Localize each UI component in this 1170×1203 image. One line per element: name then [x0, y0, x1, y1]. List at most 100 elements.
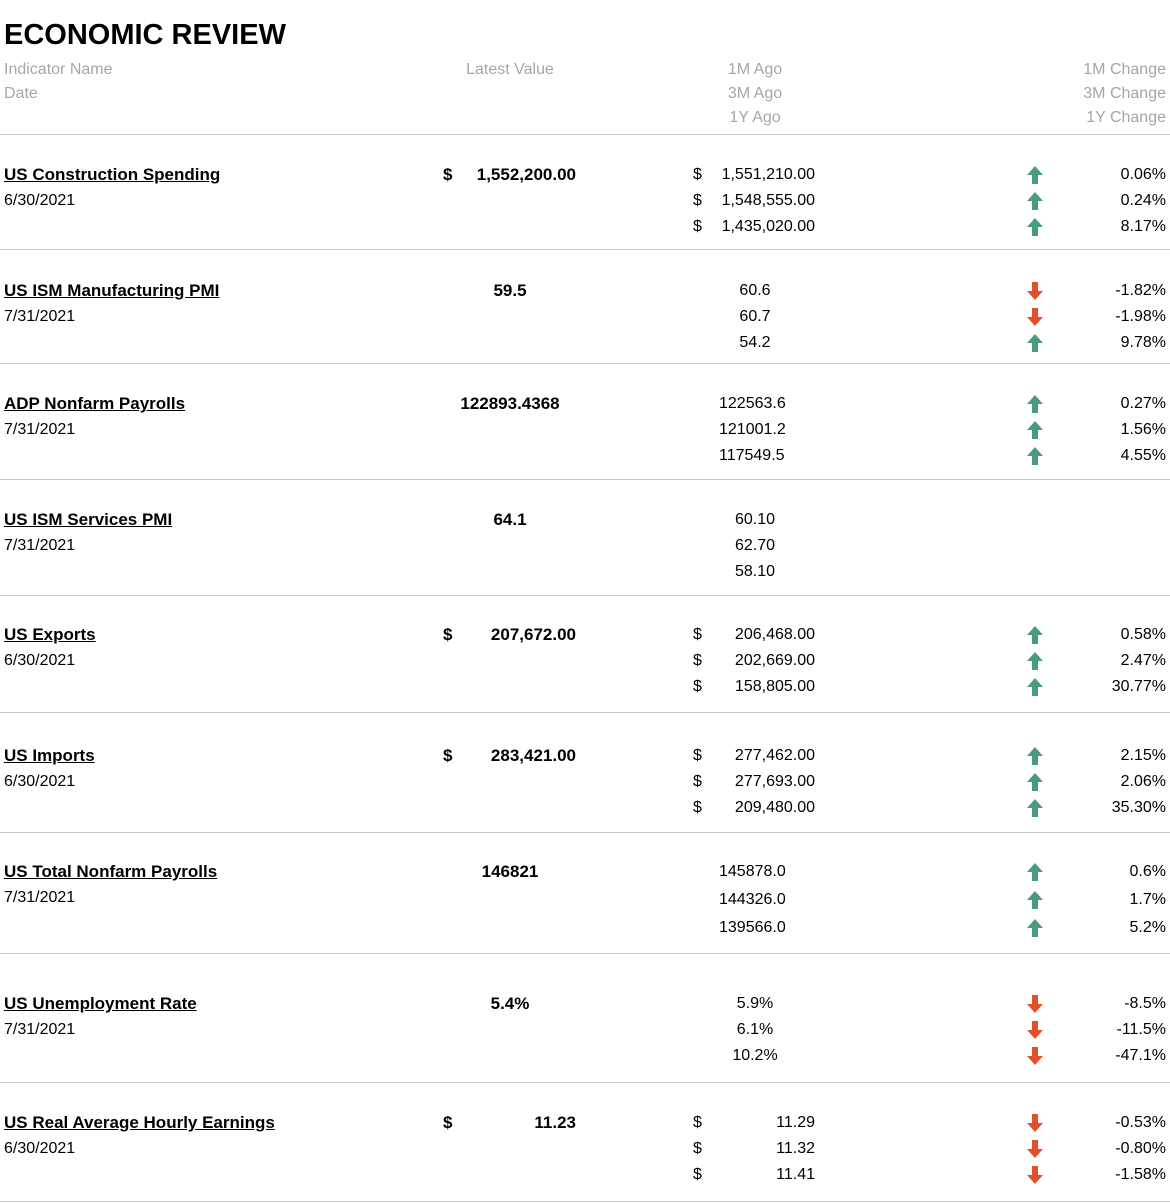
indicator-date: 6/30/2021	[4, 192, 76, 209]
arrow-down-icon	[1024, 1017, 1046, 1043]
indicator-name-link[interactable]: US Real Average Hourly Earnings	[4, 1113, 275, 1132]
ago-value: 144326.0	[719, 891, 786, 908]
indicator-name-link[interactable]: US Imports	[4, 746, 95, 765]
ago-value: 5.9%	[736, 995, 774, 1012]
arrow-up-icon	[1024, 743, 1046, 769]
latest-currency-symbol: $	[443, 625, 453, 644]
ago-currency-symbol: $	[693, 652, 702, 669]
ago-value: 145878.0	[719, 863, 786, 880]
latest-value: 59.5	[493, 281, 527, 300]
ago-currency-symbol: $	[693, 1166, 702, 1183]
latest-value: 146821	[481, 862, 539, 881]
row-separator	[0, 953, 1170, 954]
row-separator	[0, 712, 1170, 713]
ago-value: 206,468.00	[734, 626, 815, 643]
arrow-down-icon	[1024, 1043, 1046, 1069]
arrow-up-icon	[1024, 674, 1046, 700]
indicator-name-link[interactable]: US Unemployment Rate	[4, 994, 197, 1013]
ago-currency-symbol: $	[693, 678, 702, 695]
latest-value: 1,552,200.00	[476, 165, 576, 184]
ago-currency-symbol: $	[693, 192, 702, 209]
ago-value: 209,480.00	[734, 799, 815, 816]
row-separator	[0, 832, 1170, 833]
header-latest-column: Latest Value	[410, 58, 610, 82]
latest-value: 5.4%	[490, 994, 530, 1013]
ago-currency-symbol: $	[693, 218, 702, 235]
change-value: 1.7%	[1129, 891, 1166, 908]
arrow-up-icon	[1024, 391, 1046, 417]
arrow-up-icon	[1024, 443, 1046, 469]
latest-value: 11.23	[534, 1113, 576, 1132]
header-3m-ago: 3M Ago	[727, 85, 783, 102]
row-separator	[0, 363, 1170, 364]
header-latest-value: Latest Value	[466, 61, 554, 78]
arrow-up-icon	[1024, 214, 1046, 240]
arrow-down-icon	[1024, 1110, 1046, 1136]
latest-value: 207,672.00	[490, 625, 576, 644]
arrow-up-icon	[1024, 417, 1046, 443]
indicator-name-link[interactable]: US Total Nonfarm Payrolls	[4, 862, 218, 881]
indicator-name-link[interactable]: US ISM Services PMI	[4, 510, 173, 529]
change-value: 8.17%	[1120, 218, 1166, 235]
header-1y-ago: 1Y Ago	[729, 109, 781, 126]
indicator-name-link[interactable]: US ISM Manufacturing PMI	[4, 281, 220, 300]
change-value: -47.1%	[1115, 1047, 1166, 1064]
arrow-up-icon	[1024, 648, 1046, 674]
arrow-up-icon	[1024, 859, 1046, 885]
arrow-up-icon	[1024, 330, 1046, 356]
header-indicator-name: Indicator Name	[4, 61, 113, 78]
header-change-column: 1M Change 3M Change 1Y Change	[1083, 58, 1166, 130]
ago-value: 58.10	[734, 563, 776, 580]
row-separator	[0, 1201, 1170, 1202]
arrow-up-icon	[1024, 622, 1046, 648]
indicator-date: 7/31/2021	[4, 308, 76, 325]
change-value: 4.55%	[1120, 447, 1166, 464]
row-separator	[0, 1082, 1170, 1083]
ago-currency-symbol: $	[693, 166, 702, 183]
indicator-date: 7/31/2021	[4, 1021, 76, 1038]
change-value: 35.30%	[1111, 799, 1166, 816]
change-value: 9.78%	[1120, 334, 1166, 351]
ago-value: 11.41	[776, 1166, 815, 1183]
change-value: 0.06%	[1120, 166, 1166, 183]
change-value: -0.53%	[1115, 1114, 1166, 1131]
header-3m-change: 3M Change	[1083, 85, 1166, 102]
change-value: 30.77%	[1111, 678, 1166, 695]
ago-value: 60.6	[739, 282, 771, 299]
ago-value: 60.7	[739, 308, 771, 325]
arrow-up-icon	[1024, 887, 1046, 913]
change-value: -1.82%	[1115, 282, 1166, 299]
ago-value: 139566.0	[719, 919, 786, 936]
row-separator	[0, 134, 1170, 135]
ago-value: 11.29	[776, 1114, 815, 1131]
ago-currency-symbol: $	[693, 1114, 702, 1131]
header-name-column: Indicator Name Date	[4, 58, 113, 106]
ago-value: 54.2	[739, 334, 771, 351]
indicator-name-link[interactable]: ADP Nonfarm Payrolls	[4, 394, 186, 413]
ago-value: 60.10	[734, 511, 776, 528]
indicator-name-link[interactable]: US Exports	[4, 625, 96, 644]
latest-value: 283,421.00	[490, 746, 576, 765]
indicator-date: 7/31/2021	[4, 421, 76, 438]
arrow-down-icon	[1024, 991, 1046, 1017]
row-separator	[0, 479, 1170, 480]
change-value: -11.5%	[1116, 1021, 1166, 1038]
change-value: -1.58%	[1115, 1166, 1166, 1183]
change-value: 2.06%	[1120, 773, 1166, 790]
arrow-up-icon	[1024, 162, 1046, 188]
latest-currency-symbol: $	[443, 165, 453, 184]
change-value: -1.98%	[1115, 308, 1166, 325]
ago-currency-symbol: $	[693, 747, 702, 764]
ago-value: 10.2%	[732, 1047, 778, 1064]
change-value: 5.2%	[1129, 919, 1166, 936]
arrow-up-icon	[1024, 915, 1046, 941]
ago-value: 122563.6	[719, 395, 786, 412]
change-value: 0.27%	[1120, 395, 1166, 412]
arrow-down-icon	[1024, 304, 1046, 330]
indicator-date: 6/30/2021	[4, 652, 76, 669]
ago-value: 277,693.00	[734, 773, 815, 790]
latest-value: 64.1	[493, 510, 527, 529]
change-value: 0.24%	[1120, 192, 1166, 209]
indicator-name-link[interactable]: US Construction Spending	[4, 165, 221, 184]
indicator-date: 7/31/2021	[4, 537, 76, 554]
